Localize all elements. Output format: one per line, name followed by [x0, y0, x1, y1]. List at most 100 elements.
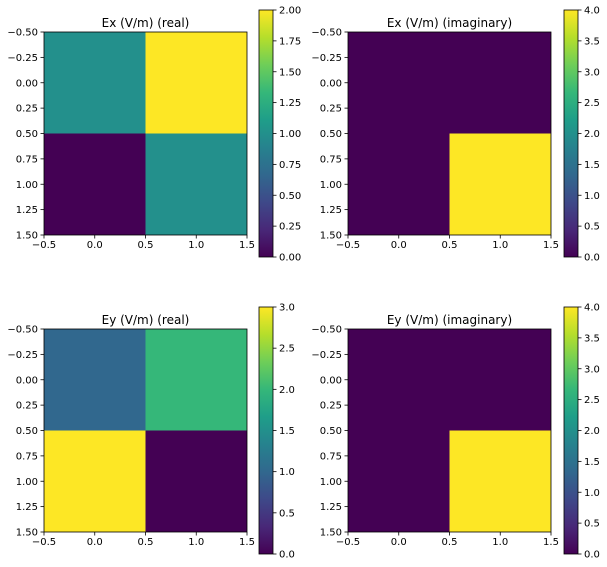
colorbar-tick-label: 3.0	[584, 364, 600, 375]
colorbar-tick-label: 2.0	[584, 426, 600, 437]
x-tick-label: 1.5	[239, 240, 255, 251]
colorbar-tick-label: 2.0	[279, 385, 295, 396]
x-tick-label: 0.5	[442, 240, 458, 251]
heatmap-cell	[449, 430, 551, 532]
x-tick-label: 0.0	[87, 240, 103, 251]
colorbar-tick-label: 1.25	[279, 98, 301, 109]
heatmap-cell	[348, 430, 450, 532]
colorbar-tick-label: 2.5	[279, 344, 295, 355]
colorbar-tick-label: 0.50	[279, 191, 301, 202]
colorbar-tick-label: 0.5	[584, 519, 600, 530]
y-tick-label: 0.75	[320, 451, 342, 462]
y-tick-label: 0.25	[16, 401, 38, 412]
heatmap-panel-2: Ex (V/m) (imaginary) −0.5 0.0 0.5 1.0 1.5 −0.5…	[311, 6, 600, 264]
colorbar-tick-label: 1.0	[584, 488, 600, 499]
y-tick-label: 0.25	[320, 401, 342, 412]
colorbar-tick-label: 1.00	[279, 129, 301, 140]
colorbar-tick-label: 1.75	[279, 36, 301, 47]
x-tick-label: −0.5	[32, 240, 56, 251]
x-tick-label: 1.5	[239, 537, 255, 548]
y-tick-label: 1.25	[16, 502, 38, 513]
y-tick-label: 0.50	[320, 426, 342, 437]
colorbar-tick-label: 2.5	[584, 395, 600, 406]
colorbar-tick-label: 0.0	[279, 550, 295, 561]
colorbar	[258, 9, 274, 258]
y-tick-label: 0.75	[16, 154, 38, 165]
colorbar-tick-label: 3.0	[584, 67, 600, 78]
x-tick-label: −0.5	[336, 240, 360, 251]
heatmap-cell	[449, 329, 551, 431]
heatmap-cell	[348, 133, 450, 235]
x-tick-label: 0.5	[138, 240, 154, 251]
y-tick-label: 1.25	[16, 205, 38, 216]
colorbar	[258, 306, 274, 555]
y-tick-label: −0.50	[311, 325, 342, 336]
colorbar-tick-label: 1.5	[584, 457, 600, 468]
y-tick-label: 0.00	[16, 375, 38, 386]
x-tick-label: 1.0	[188, 240, 204, 251]
x-tick-label: 0.5	[138, 537, 154, 548]
colorbar-tick-label: 1.0	[584, 191, 600, 202]
heatmap-cell	[449, 133, 551, 235]
colorbar-tick-label: 1.5	[279, 426, 295, 437]
panel-title: Ex (V/m) (imaginary)	[387, 16, 512, 30]
y-tick-label: 0.00	[16, 78, 38, 89]
heatmap-cell	[145, 430, 247, 532]
y-tick-label: −0.25	[311, 350, 342, 361]
heatmap-cell	[44, 32, 146, 134]
colorbar-tick-label: 2.5	[584, 98, 600, 109]
y-tick-label: 0.50	[320, 129, 342, 140]
heatmap-cell	[44, 133, 146, 235]
colorbar-tick-label: 0.0	[584, 253, 600, 264]
colorbar-tick-label: 0.75	[279, 160, 301, 171]
x-tick-label: 1.0	[492, 240, 508, 251]
heatmap-panel-1: Ex (V/m) (real) −0.5 0.0 0.5 1.0 1.5 −0.50 −0.2…	[7, 6, 301, 264]
x-tick-label: 1.5	[543, 240, 559, 251]
colorbar-tick-label: 1.5	[584, 160, 600, 171]
colorbar-tick-label: 0.5	[584, 222, 600, 233]
y-tick-label: 1.00	[16, 477, 38, 488]
heatmap-cell	[449, 32, 551, 134]
y-tick-label: −0.50	[311, 28, 342, 39]
y-tick-label: 1.00	[16, 180, 38, 191]
x-tick-label: 1.0	[188, 537, 204, 548]
y-tick-label: 1.25	[320, 205, 342, 216]
panel-title: Ex (V/m) (real)	[102, 16, 190, 30]
colorbar-tick-label: 0.5	[279, 508, 295, 519]
heatmap-cell	[348, 329, 450, 431]
colorbar	[563, 306, 579, 555]
colorbar-tick-label: 0.25	[279, 222, 301, 233]
heatmap-cell	[348, 32, 450, 134]
colorbar-tick-label: 3.0	[279, 303, 295, 314]
y-tick-label: 1.00	[320, 477, 342, 488]
y-tick-label: 1.50	[16, 528, 38, 539]
y-tick-label: 0.00	[320, 375, 342, 386]
y-tick-label: 0.50	[16, 426, 38, 437]
y-tick-label: −0.50	[7, 325, 38, 336]
colorbar-tick-label: 0.0	[584, 550, 600, 561]
x-tick-label: −0.5	[32, 537, 56, 548]
y-tick-label: −0.25	[311, 53, 342, 64]
y-tick-label: −0.25	[7, 53, 38, 64]
heatmap-cell	[145, 329, 247, 431]
colorbar-tick-label: 4.0	[584, 6, 600, 17]
colorbar-tick-label: 3.5	[584, 333, 600, 344]
colorbar-tick-label: 2.0	[584, 129, 600, 140]
heatmap-cell	[145, 32, 247, 134]
heatmap-cell	[44, 329, 146, 431]
colorbar-tick-label: 2.00	[279, 6, 301, 17]
colorbar-tick-label: 1.0	[279, 467, 295, 478]
x-tick-label: 1.0	[492, 537, 508, 548]
colorbar-tick-label: 1.50	[279, 67, 301, 78]
x-tick-label: 0.5	[442, 537, 458, 548]
colorbar-tick-label: 3.5	[584, 36, 600, 47]
heatmap-panel-4: Ey (V/m) (imaginary) −0.5 0.0 0.5 1.0 1.5 −0.5…	[311, 303, 600, 561]
y-tick-label: 0.25	[16, 104, 38, 115]
y-tick-label: −0.50	[7, 28, 38, 39]
y-tick-label: 1.50	[16, 231, 38, 242]
x-tick-label: 0.0	[87, 537, 103, 548]
y-tick-label: 0.75	[16, 451, 38, 462]
y-tick-label: 1.50	[320, 528, 342, 539]
y-tick-label: 0.75	[320, 154, 342, 165]
